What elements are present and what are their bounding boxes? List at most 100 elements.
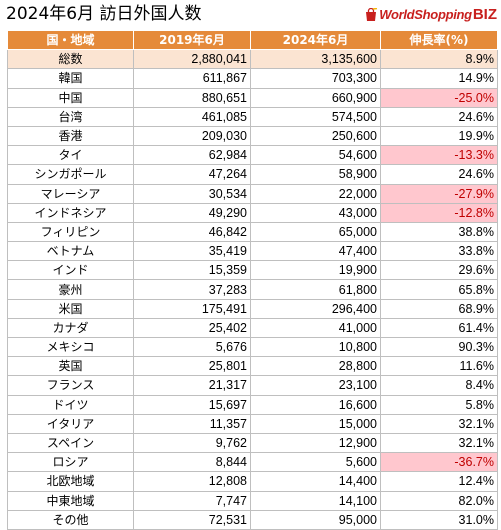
table-row: マレーシア 30,534 22,000 -27.9% <box>7 183 498 204</box>
cell-growth: 61.4% <box>380 317 498 339</box>
cell-country: メキシコ <box>7 336 134 358</box>
cell-country: 米国 <box>7 298 134 319</box>
cell-growth: -12.8% <box>380 202 498 223</box>
table-row: 豪州 37,283 61,800 65.8% <box>7 279 498 300</box>
table-row: インド 15,359 19,900 29.6% <box>7 260 498 281</box>
cell-2019: 15,697 <box>133 394 251 415</box>
cell-growth: 68.9% <box>380 298 498 319</box>
cell-growth: 90.3% <box>380 336 498 358</box>
shopping-bag-icon <box>364 7 378 21</box>
cell-growth: 31.0% <box>380 509 498 530</box>
cell-growth: -36.7% <box>380 452 498 473</box>
worldshopping-logo: WorldShopping BIZ <box>364 4 497 24</box>
cell-2024: 22,000 <box>250 183 381 204</box>
cell-2024: 58,900 <box>250 164 381 185</box>
cell-country: シンガポール <box>7 164 134 185</box>
cell-country: 台湾 <box>7 106 134 127</box>
table-row: その他 72,531 95,000 31.0% <box>7 509 498 530</box>
cell-country: マレーシア <box>7 183 134 204</box>
cell-country: 総数 <box>7 49 134 70</box>
cell-growth: -13.3% <box>380 145 498 166</box>
cell-2024: 15,000 <box>250 413 381 434</box>
cell-country: ドイツ <box>7 394 134 415</box>
cell-2024: 574,500 <box>250 106 381 127</box>
cell-growth: 8.4% <box>380 375 498 396</box>
table-row: ロシア 8,844 5,600 -36.7% <box>7 452 498 473</box>
cell-2024: 95,000 <box>250 509 381 530</box>
cell-2024: 47,400 <box>250 241 381 262</box>
cell-country: ベトナム <box>7 241 134 262</box>
cell-2019: 9,762 <box>133 432 251 454</box>
cell-2024: 16,600 <box>250 394 381 415</box>
cell-2024: 28,800 <box>250 356 381 377</box>
table-row: ドイツ 15,697 16,600 5.8% <box>7 394 498 415</box>
cell-2019: 35,419 <box>133 241 251 262</box>
column-header-2019: 2019年6月 <box>133 29 251 51</box>
column-header-country: 国・地域 <box>7 29 134 51</box>
cell-country: 韓国 <box>7 68 134 89</box>
table-row: フランス 21,317 23,100 8.4% <box>7 375 498 396</box>
cell-country: フィリピン <box>7 221 134 243</box>
table-row: タイ 62,984 54,600 -13.3% <box>7 145 498 166</box>
cell-2024: 19,900 <box>250 260 381 281</box>
table-row: カナダ 25,402 41,000 61.4% <box>7 317 498 339</box>
logo-suffix: BIZ <box>472 5 497 23</box>
table-row: ベトナム 35,419 47,400 33.8% <box>7 241 498 262</box>
cell-2019: 12,808 <box>133 471 251 492</box>
cell-growth: 8.9% <box>380 49 498 70</box>
cell-growth: 32.1% <box>380 413 498 434</box>
logo-text: WorldShopping <box>379 6 472 22</box>
cell-2024: 23,100 <box>250 375 381 396</box>
table-row: 韓国 611,867 703,300 14.9% <box>7 68 498 89</box>
table-row: イタリア 11,357 15,000 32.1% <box>7 413 498 434</box>
column-header-2024: 2024年6月 <box>250 29 381 51</box>
header: 2024年6月 訪日外国人数 WorldShopping BIZ <box>0 0 501 30</box>
table-row: 中国 880,651 660,900 -25.0% <box>7 87 498 108</box>
table-row: 香港 209,030 250,600 19.9% <box>7 125 498 147</box>
table-row-total: 総数 2,880,041 3,135,600 8.9% <box>7 49 498 70</box>
cell-country: フランス <box>7 375 134 396</box>
cell-2019: 209,030 <box>133 125 251 147</box>
column-header-growth: 伸長率(%) <box>380 29 498 51</box>
table-row: 北欧地域 12,808 14,400 12.4% <box>7 471 498 492</box>
cell-2019: 880,651 <box>133 87 251 108</box>
cell-2019: 62,984 <box>133 145 251 166</box>
cell-country: 中東地域 <box>7 490 134 511</box>
cell-2024: 61,800 <box>250 279 381 300</box>
cell-growth: 5.8% <box>380 394 498 415</box>
cell-growth: 11.6% <box>380 356 498 377</box>
cell-2024: 54,600 <box>250 145 381 166</box>
cell-2024: 43,000 <box>250 202 381 223</box>
cell-2024: 5,600 <box>250 452 381 473</box>
cell-2024: 296,400 <box>250 298 381 319</box>
cell-growth: 14.9% <box>380 68 498 89</box>
cell-2024: 660,900 <box>250 87 381 108</box>
cell-2024: 703,300 <box>250 68 381 89</box>
cell-2019: 37,283 <box>133 279 251 300</box>
cell-country: イタリア <box>7 413 134 434</box>
cell-2024: 3,135,600 <box>250 49 381 70</box>
cell-2019: 7,747 <box>133 490 251 511</box>
cell-growth: 33.8% <box>380 241 498 262</box>
table-body: 総数 2,880,041 3,135,600 8.9% 韓国 611,867 703,300… <box>7 49 498 530</box>
cell-2019: 5,676 <box>133 336 251 358</box>
table-row: インドネシア 49,290 43,000 -12.8% <box>7 202 498 223</box>
cell-growth: -27.9% <box>380 183 498 204</box>
visitors-table: 国・地域 2019年6月 2024年6月 伸長率(%) 総数 2,880,041 3… <box>7 29 498 530</box>
cell-country: インド <box>7 260 134 281</box>
cell-2019: 15,359 <box>133 260 251 281</box>
cell-country: タイ <box>7 145 134 166</box>
cell-growth: 24.6% <box>380 106 498 127</box>
table-row: 米国 175,491 296,400 68.9% <box>7 298 498 319</box>
table-row: スペイン 9,762 12,900 32.1% <box>7 432 498 454</box>
cell-country: 中国 <box>7 87 134 108</box>
cell-2024: 65,000 <box>250 221 381 243</box>
table-row: フィリピン 46,842 65,000 38.8% <box>7 221 498 243</box>
cell-country: スペイン <box>7 432 134 454</box>
cell-2024: 12,900 <box>250 432 381 454</box>
cell-country: 豪州 <box>7 279 134 300</box>
cell-2019: 25,801 <box>133 356 251 377</box>
table-row: シンガポール 47,264 58,900 24.6% <box>7 164 498 185</box>
cell-country: カナダ <box>7 317 134 339</box>
page-title: 2024年6月 訪日外国人数 <box>6 4 202 24</box>
